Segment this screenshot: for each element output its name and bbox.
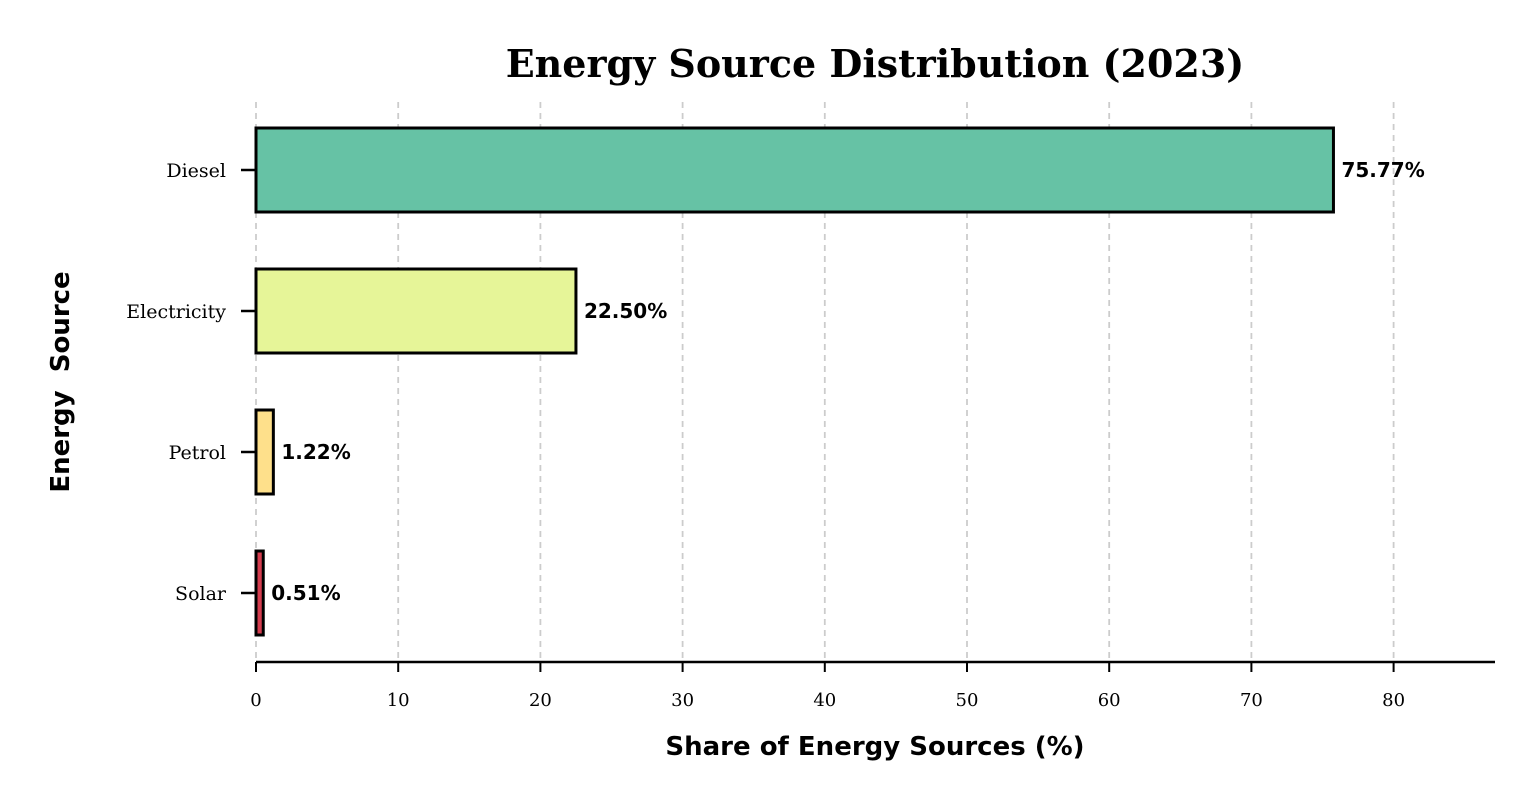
x-axis-title: Share of Energy Sources (%) [665,732,1084,762]
y-tick-label: Electricity [126,301,226,323]
x-tick-label: 80 [1382,690,1405,711]
data-labels: 75.77% 22.50% 1.22% 0.51% [271,158,1425,605]
bars [254,126,1335,637]
x-tick-label: 70 [1240,690,1263,711]
x-tick-label: 30 [671,690,694,711]
data-label: 75.77% [1341,158,1424,182]
x-tick-label: 20 [529,690,552,711]
bar-diesel [254,126,1335,214]
chart-title: Energy Source Distribution (2023) [506,41,1245,86]
x-tick-label: 60 [1098,690,1121,711]
data-label: 1.22% [281,440,350,464]
data-label: 0.51% [271,581,340,605]
y-axis: Diesel Electricity Petrol Solar [126,160,256,605]
bar-electricity [254,267,578,355]
bar-petrol [254,408,275,496]
y-axis-title: Energy Source [46,271,76,492]
y-tick-label: Solar [175,583,227,605]
bar-solar [254,549,265,637]
x-tick-label: 0 [250,690,261,711]
y-tick-label: Petrol [169,442,226,464]
y-tick-label: Diesel [166,160,226,182]
x-tick-label: 10 [387,690,410,711]
x-tick-label: 50 [956,690,979,711]
x-tick-label: 40 [813,690,836,711]
data-label: 22.50% [584,299,667,323]
x-axis: 0 10 20 30 40 50 60 70 80 [250,660,1495,711]
